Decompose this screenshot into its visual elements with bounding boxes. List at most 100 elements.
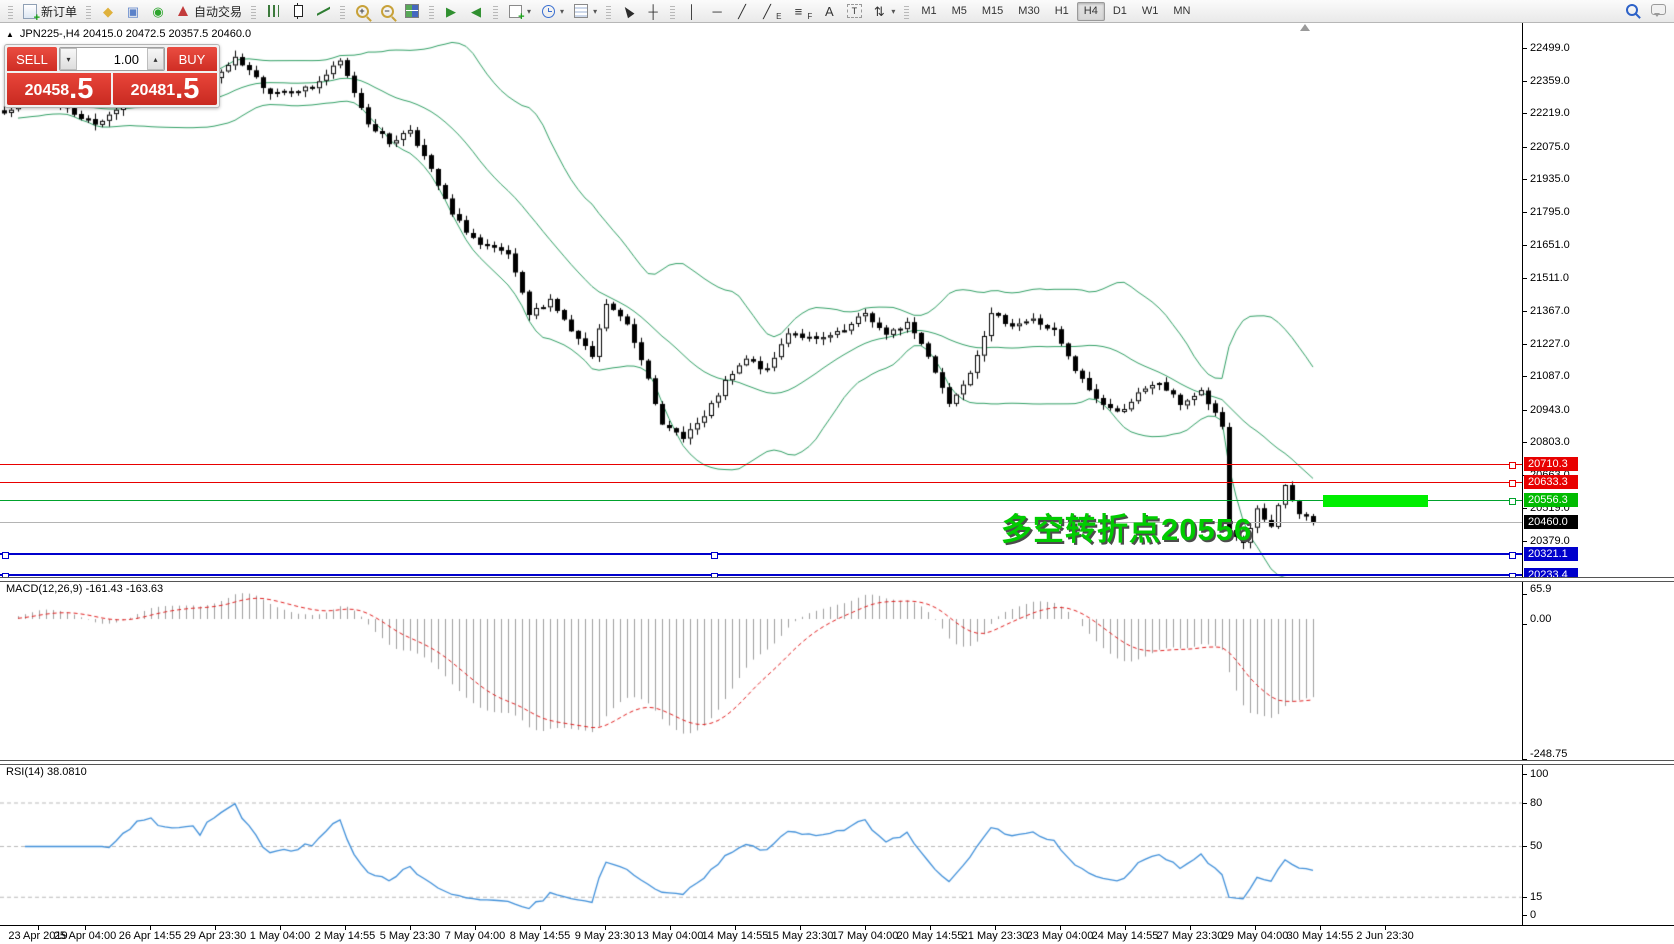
volume-down-button[interactable]: ▾ bbox=[60, 48, 77, 70]
date-tick bbox=[1125, 926, 1126, 930]
toolbar-grip[interactable] bbox=[251, 3, 257, 19]
sell-button[interactable]: SELL bbox=[7, 47, 57, 71]
zoom-in-button[interactable]: + bbox=[350, 1, 374, 22]
new-chart-button[interactable]: ▾ bbox=[503, 1, 535, 23]
timeframe-d1[interactable]: D1 bbox=[1112, 4, 1127, 17]
price-tick-mark bbox=[1522, 48, 1527, 49]
channel-button[interactable]: ╱ E bbox=[755, 1, 785, 22]
text-button[interactable]: A bbox=[817, 1, 841, 22]
crosshair-button[interactable]: ┼ bbox=[641, 1, 665, 22]
price-tick-label: 21227.0 bbox=[1530, 337, 1570, 350]
line-handle[interactable] bbox=[1509, 498, 1516, 505]
price-axis-line[interactable] bbox=[1522, 23, 1523, 925]
autotrading-button[interactable]: 自动交易 bbox=[171, 1, 246, 22]
new-order-button-label: 新订单 bbox=[41, 4, 78, 19]
search-button[interactable] bbox=[1621, 1, 1645, 22]
main-toolbar: 新订单 ◆▣◉自动交易 +− ▶◀ ▾ ▾ ▾ ┼ │─╱╱E≡FAT⇅▾ M1 M5 M15 M30 H… bbox=[0, 0, 1674, 24]
bar-chart-button[interactable] bbox=[261, 1, 285, 22]
timeframe-m15[interactable]: M15 bbox=[981, 4, 1004, 17]
data-window-button[interactable]: ▣ bbox=[121, 1, 145, 22]
fibonacci-button[interactable]: ≡ F bbox=[786, 1, 816, 22]
horizontal-line-20321.1[interactable] bbox=[0, 553, 1522, 555]
horizontal-line-20556.3[interactable] bbox=[0, 500, 1522, 501]
line-chart-button[interactable] bbox=[311, 1, 335, 22]
toolbar-grip[interactable] bbox=[904, 3, 910, 19]
dropdown-arrow-icon[interactable]: ▾ bbox=[891, 6, 896, 16]
timeframe-h1[interactable]: H1 bbox=[1054, 4, 1069, 17]
new-order-button[interactable]: 新订单 bbox=[18, 1, 81, 24]
trendline-button[interactable]: ╱ bbox=[730, 1, 754, 22]
horizontal-line-20633.3[interactable] bbox=[0, 482, 1522, 483]
market-watch-button[interactable]: ◆ bbox=[96, 1, 120, 22]
date-label: 8 May 14:55 bbox=[509, 930, 571, 942]
price-tick-label: 20803.0 bbox=[1530, 436, 1570, 449]
sell-price-button[interactable]: 20458.5 bbox=[7, 73, 111, 105]
cursor-button[interactable] bbox=[616, 1, 640, 22]
timeframe-m1[interactable]: M1 bbox=[921, 4, 937, 17]
chat-button[interactable] bbox=[1646, 1, 1670, 22]
date-label: 21 May 23:30 bbox=[961, 930, 1029, 942]
date-label: 2 Jun 23:30 bbox=[1356, 930, 1414, 942]
candle-chart-button[interactable] bbox=[286, 1, 310, 22]
tile-windows-button[interactable] bbox=[400, 1, 424, 22]
auto-scroll-button[interactable]: ▶ bbox=[439, 1, 463, 22]
price-tag-20556.3: 20556.3 bbox=[1524, 493, 1578, 507]
pivot-annotation-text[interactable]: 多空转折点20556 bbox=[1001, 512, 1253, 547]
toolbar-grip[interactable] bbox=[429, 3, 435, 19]
date-label: 26 Apr 14:55 bbox=[118, 930, 182, 942]
line-handle[interactable] bbox=[1509, 552, 1516, 559]
date-label: 20 May 14:55 bbox=[896, 930, 964, 942]
indicator-tick-mark bbox=[1522, 624, 1527, 625]
hline-button[interactable]: ─ bbox=[705, 1, 729, 22]
label-button[interactable]: T bbox=[842, 1, 866, 22]
toolbar-grip[interactable] bbox=[86, 3, 92, 19]
vline-button[interactable]: │ bbox=[680, 1, 704, 22]
dropdown-arrow-icon[interactable]: ▾ bbox=[560, 6, 565, 16]
zoom-out-button[interactable]: − bbox=[375, 1, 399, 22]
date-tick bbox=[995, 926, 996, 930]
timeframe-mn[interactable]: MN bbox=[1173, 4, 1191, 17]
main-chart-canvas[interactable] bbox=[0, 23, 1674, 944]
volume-value[interactable]: 1.00 bbox=[113, 51, 139, 67]
line-handle[interactable] bbox=[2, 552, 9, 559]
toolbar-grip[interactable] bbox=[8, 3, 13, 19]
indicators-button[interactable]: ▾ bbox=[569, 1, 601, 22]
chart-window[interactable]: ▲ JPN225-,H4 20415.0 20472.5 20357.5 204… bbox=[0, 23, 1674, 944]
current-price-tag: 20460.0 bbox=[1524, 515, 1578, 529]
horizontal-line-20710.3[interactable] bbox=[0, 464, 1522, 465]
buy-price-button[interactable]: 20481.5 bbox=[113, 73, 217, 105]
price-tick-mark bbox=[1522, 311, 1527, 313]
rsi-axis-label: 15 bbox=[1530, 891, 1543, 903]
toolbar-grip[interactable] bbox=[493, 3, 499, 19]
timeframe-m30[interactable]: M30 bbox=[1018, 4, 1040, 17]
chart-shift-marker bbox=[1300, 24, 1310, 31]
date-tick bbox=[540, 926, 541, 930]
signals-button[interactable]: ◉ bbox=[146, 1, 170, 22]
line-handle[interactable] bbox=[1509, 462, 1516, 469]
volume-up-button[interactable]: ▴ bbox=[147, 48, 164, 70]
toolbar-grip[interactable] bbox=[340, 3, 346, 19]
arrows-button[interactable]: ⇅ ▾ bbox=[867, 1, 899, 22]
rsi-axis-label: 80 bbox=[1530, 797, 1543, 809]
chart-shift-button[interactable]: ◀ bbox=[464, 1, 488, 22]
cursor-icon bbox=[620, 3, 636, 19]
line-handle[interactable] bbox=[711, 552, 718, 559]
rsi-panel-separator[interactable] bbox=[0, 760, 1674, 765]
macd-panel-separator[interactable] bbox=[0, 577, 1674, 582]
date-label: 25 Apr 04:00 bbox=[53, 930, 117, 942]
timeframe-w1[interactable]: W1 bbox=[1141, 4, 1159, 17]
toolbar-grip[interactable] bbox=[670, 3, 676, 19]
buy-button[interactable]: BUY bbox=[167, 47, 217, 71]
toolbar-grip[interactable] bbox=[606, 3, 612, 19]
timeframe-h4[interactable]: H4 bbox=[1076, 1, 1105, 21]
line-handle[interactable] bbox=[1509, 480, 1516, 487]
date-label: 24 May 14:55 bbox=[1091, 930, 1159, 942]
timeframe-m5[interactable]: M5 bbox=[951, 4, 967, 17]
horizontal-line-20233.4[interactable] bbox=[0, 574, 1522, 576]
collapse-icon[interactable]: ▲ bbox=[6, 29, 14, 39]
dropdown-arrow-icon[interactable]: ▾ bbox=[593, 6, 598, 16]
dropdown-arrow-icon[interactable]: ▾ bbox=[527, 6, 532, 16]
periods-button[interactable]: ▾ bbox=[536, 1, 568, 22]
price-tag-20710.3: 20710.3 bbox=[1524, 457, 1578, 471]
support-highlight-rect[interactable] bbox=[1323, 495, 1428, 507]
